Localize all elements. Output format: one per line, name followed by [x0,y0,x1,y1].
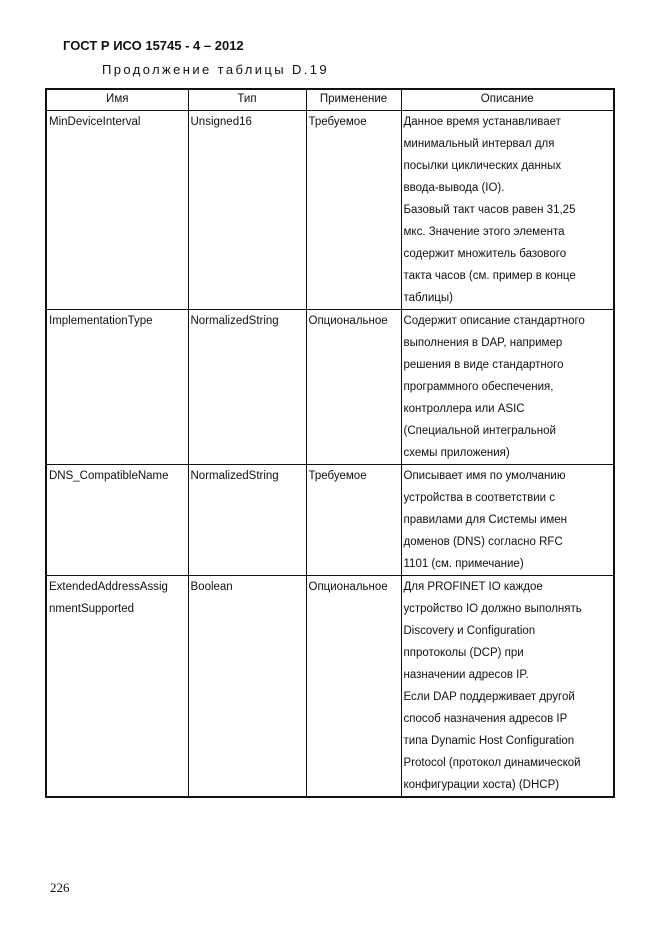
cell-usage-line: Требуемое [308,116,367,128]
page-number: 226 [50,880,70,895]
cell-description-line: мкс. Значение этого элемента [403,226,565,238]
parameters-table: Имя Тип Применение Описание MinDeviceInt… [45,88,615,798]
cell-description-line: конфигурации хоста) (DHCP) [403,779,560,791]
cell-type-line: NormalizedString [190,315,279,327]
cell-description-line: правилами для Системы имен [403,514,567,526]
cell-description: Данное время устанавливает минимальный ин… [400,110,615,310]
cell-description-line: способ назначения адресов IP [403,713,568,725]
cell-description-line: содержит множитель базового [403,248,567,260]
cell-description-line: 1101 (см. примечание) [403,558,524,570]
cell-description-line: (Специальной интегральной [403,425,556,437]
cell-description-line: схемы приложения) [403,447,510,459]
cell-type: Boolean [187,575,307,798]
cell-name: ImplementationType [45,309,189,465]
cell-description-line: программного обеспечения, [403,381,554,393]
cell-description: Содержит описание стандартного выполнения… [400,309,615,465]
cell-description-line: Базовый такт часов равен 31,25 [403,204,576,216]
cell-name-line: ExtendedAddressAssig [49,581,168,593]
cell-usage: Требуемое [305,464,402,576]
cell-usage-line: Опциональное [308,315,388,327]
cell-name: ExtendedAddressAssig nmentSupported [45,575,189,798]
cell-description-line: Discovery и Configuration [403,625,536,637]
cell-name-line: DNS_CompatibleName [49,470,169,482]
table-row: ImplementationType NormalizedString Опцион… [45,309,615,465]
column-header-type: Тип [187,88,307,111]
cell-description-line: таблицы) [403,292,453,304]
table-row: DNS_CompatibleName NormalizedString Требуе… [45,464,615,576]
cell-description-line: контроллера или ASIC [403,403,525,415]
cell-description-line: Если DAP поддерживает другой [403,691,575,703]
table-row: MinDeviceInterval Unsigned16 Требуемое Данн… [45,110,615,310]
cell-type: Unsigned16 [187,110,307,310]
cell-type-line: Unsigned16 [190,116,252,128]
cell-description-line: ввода-вывода (IO). [403,182,505,194]
cell-description-line: Protocol (протокол динамической [403,757,581,769]
cell-name-line: nmentSupported [49,603,135,615]
cell-description-line: Для PROFINET IO каждое [403,581,543,593]
cell-description-line: такта часов (см. пример в конце [403,270,576,282]
cell-description-line: Описывает имя по умолчанию [403,470,566,482]
standard-title: ГОСТ Р ИСО 15745 - 4 – 2012 [63,38,244,53]
cell-description-line: доменов (DNS) согласно RFC [403,536,563,548]
table-continuation-caption: Продолжение таблицы D.19 [102,62,330,77]
cell-description-line: Данное время устанавливает [403,116,561,128]
column-header-description: Описание [400,88,615,111]
cell-description-line: ппротоколы (DCP) при [403,647,524,659]
cell-description-line: назначении адресов IP. [403,669,529,681]
cell-usage: Опциональное [305,309,402,465]
cell-name: MinDeviceInterval [45,110,189,310]
cell-type: NormalizedString [187,309,307,465]
cell-description-line: типа Dynamic Host Configuration [403,735,575,747]
column-header-usage: Применение [305,88,402,111]
cell-type-line: Boolean [190,581,233,593]
cell-usage: Требуемое [305,110,402,310]
column-header-name: Имя [45,88,189,111]
cell-description-line: выполнения в DAP, например [403,337,563,349]
cell-description: Для PROFINET IO каждое устройство IO долж… [400,575,615,798]
cell-usage-line: Требуемое [308,470,367,482]
cell-description-line: минимальный интервал для [403,138,555,150]
cell-description-line: Содержит описание стандартного [403,315,585,327]
cell-description-line: решения в виде стандартного [403,359,564,371]
cell-type-line: NormalizedString [190,470,279,482]
cell-type: NormalizedString [187,464,307,576]
cell-description-line: устройство IO должно выполнять [403,603,582,615]
cell-usage-line: Опциональное [308,581,388,593]
table-header-row: Имя Тип Применение Описание [45,88,615,111]
cell-description: Описывает имя по умолчанию устройства в с… [400,464,615,576]
cell-name: DNS_CompatibleName [45,464,189,576]
cell-name-line: MinDeviceInterval [49,116,141,128]
cell-name-line: ImplementationType [49,315,153,327]
cell-description-line: посылки циклических данных [403,160,562,172]
table-row: ExtendedAddressAssig nmentSupported Boolea… [45,575,615,798]
cell-description-line: устройства в соответствии с [403,492,555,504]
cell-usage: Опциональное [305,575,402,798]
